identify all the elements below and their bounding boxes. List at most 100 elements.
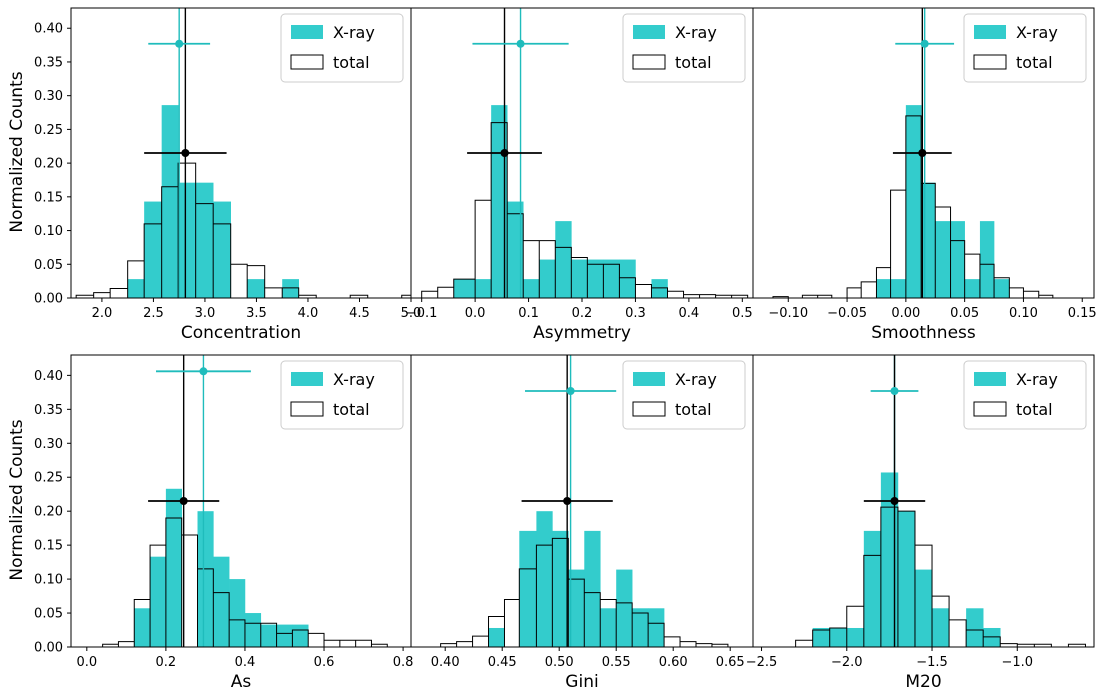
x-axis-label: Asymmetry — [533, 323, 631, 343]
legend: X-ray total — [280, 13, 404, 83]
legend-label-total: total — [1016, 53, 1053, 72]
x-axis-label: Gini — [565, 672, 598, 692]
xray-bar — [276, 624, 293, 647]
xray-bar — [863, 530, 882, 647]
y-tick-label: 0.35 — [34, 55, 63, 70]
xray-bar — [213, 201, 231, 298]
x-tick-label: −0.10 — [768, 306, 808, 321]
xray-median-marker — [566, 386, 575, 395]
xray-bar — [616, 569, 633, 647]
y-tick-label: 0.30 — [34, 437, 63, 452]
x-tick-label: 0.00 — [891, 306, 920, 321]
plot-area — [421, 8, 749, 298]
legend: X-ray total — [622, 13, 746, 83]
x-tick-label: −2.5 — [746, 655, 778, 670]
legend-swatch-xray — [974, 25, 1006, 39]
legend-swatch-xray — [291, 25, 323, 39]
plot-area — [795, 355, 1086, 647]
x-tick-label: 0.15 — [1068, 306, 1097, 321]
y-tick-label: 0.05 — [34, 258, 63, 273]
y-tick-label: 0.40 — [34, 369, 63, 384]
xray-bar — [229, 579, 246, 647]
total-median-marker — [563, 497, 572, 505]
xray-bar — [812, 627, 831, 647]
xray-bar — [966, 608, 984, 647]
legend-swatch-xray — [633, 25, 665, 39]
xray-bar — [260, 624, 277, 647]
legend-label-xray: X-ray — [333, 370, 375, 389]
xray-median-marker — [920, 39, 929, 48]
x-tick-label: 0.0 — [465, 306, 486, 321]
x-tick-label: 0.60 — [659, 655, 688, 670]
legend-label-xray: X-ray — [333, 23, 375, 42]
panels: 2.0 2.5 3.0 3.5 4.0 4.5 5.0Concentration0.000.… — [34, 7, 1097, 692]
x-tick-label: 0.50 — [545, 655, 574, 670]
legend-swatch-total — [632, 54, 666, 70]
xray-bar — [507, 201, 524, 298]
legend-label-total: total — [333, 53, 370, 72]
panel-gini: 0.40 0.45 0.50 0.55 0.60 0.65 Gini X-ray total — [410, 354, 754, 692]
xray-bar — [127, 279, 145, 298]
x-tick-label: 0.40 — [431, 655, 460, 670]
legend: X-ray total — [963, 360, 1087, 430]
legend-swatch-xray — [633, 372, 665, 386]
xray-bar — [619, 259, 636, 298]
legend-swatch-total — [973, 401, 1007, 417]
x-axis-label: M20 — [905, 672, 941, 692]
xray-bar — [994, 279, 1010, 298]
y-tick-label: 0.35 — [34, 403, 63, 418]
legend-label-xray: X-ray — [675, 23, 717, 42]
x-tick-label: 2.0 — [92, 306, 113, 321]
xray-median-marker — [175, 39, 184, 48]
xray-bar — [935, 221, 951, 298]
x-tick-label: 0.05 — [950, 306, 979, 321]
xray-bar — [536, 511, 553, 647]
xray-bar — [648, 608, 665, 647]
legend-swatch-xray — [291, 372, 323, 386]
x-tick-label: 3.0 — [195, 306, 216, 321]
xray-bar — [950, 221, 965, 298]
total-step — [772, 115, 1054, 298]
legend: X-ray total — [963, 13, 1087, 83]
xray-bar — [932, 608, 950, 647]
xray-median-marker — [516, 39, 525, 48]
xray-bar — [651, 279, 668, 298]
xray-bar — [165, 488, 182, 647]
y-tick-label: 0.10 — [34, 224, 63, 239]
y-tick-label: 0.20 — [34, 157, 63, 172]
legend-swatch-xray — [974, 372, 1006, 386]
legend-label-xray: X-ray — [675, 370, 717, 389]
xray-bar — [292, 624, 309, 647]
x-tick-label: 0.55 — [602, 655, 631, 670]
xray-bar — [555, 221, 572, 298]
xray-bar — [197, 511, 214, 647]
xray-bar — [905, 105, 922, 298]
xray-bar — [603, 259, 620, 298]
y-tick-label: 0.00 — [34, 641, 63, 656]
legend: X-ray total — [622, 360, 746, 430]
x-tick-label: 0.45 — [488, 655, 517, 670]
xray-bar — [244, 613, 262, 647]
x-tick-label: 0.2 — [572, 306, 593, 321]
x-tick-label: 5.0 — [401, 306, 422, 321]
xray-bar — [914, 569, 933, 647]
xray-bar — [979, 221, 995, 298]
xray-bar — [552, 530, 569, 647]
plot-area — [102, 355, 388, 647]
xray-bar — [247, 279, 265, 298]
x-tick-label: 2.5 — [143, 306, 164, 321]
total-median-marker — [890, 497, 899, 505]
y-tick-label: 0.40 — [34, 22, 63, 37]
y-tick-label: 0.05 — [34, 607, 63, 622]
legend-label-total: total — [1016, 400, 1053, 419]
legend-label-xray: X-ray — [1016, 23, 1058, 42]
x-axis-label: Concentration — [181, 323, 301, 343]
x-tick-label: 4.5 — [349, 306, 370, 321]
xray-bar — [587, 259, 604, 298]
xray-bar — [846, 627, 865, 647]
ylabel-top: Normalized Counts — [7, 71, 27, 232]
xray-bar — [178, 182, 196, 298]
xray-bar — [897, 511, 916, 647]
xray-bar — [475, 279, 492, 298]
